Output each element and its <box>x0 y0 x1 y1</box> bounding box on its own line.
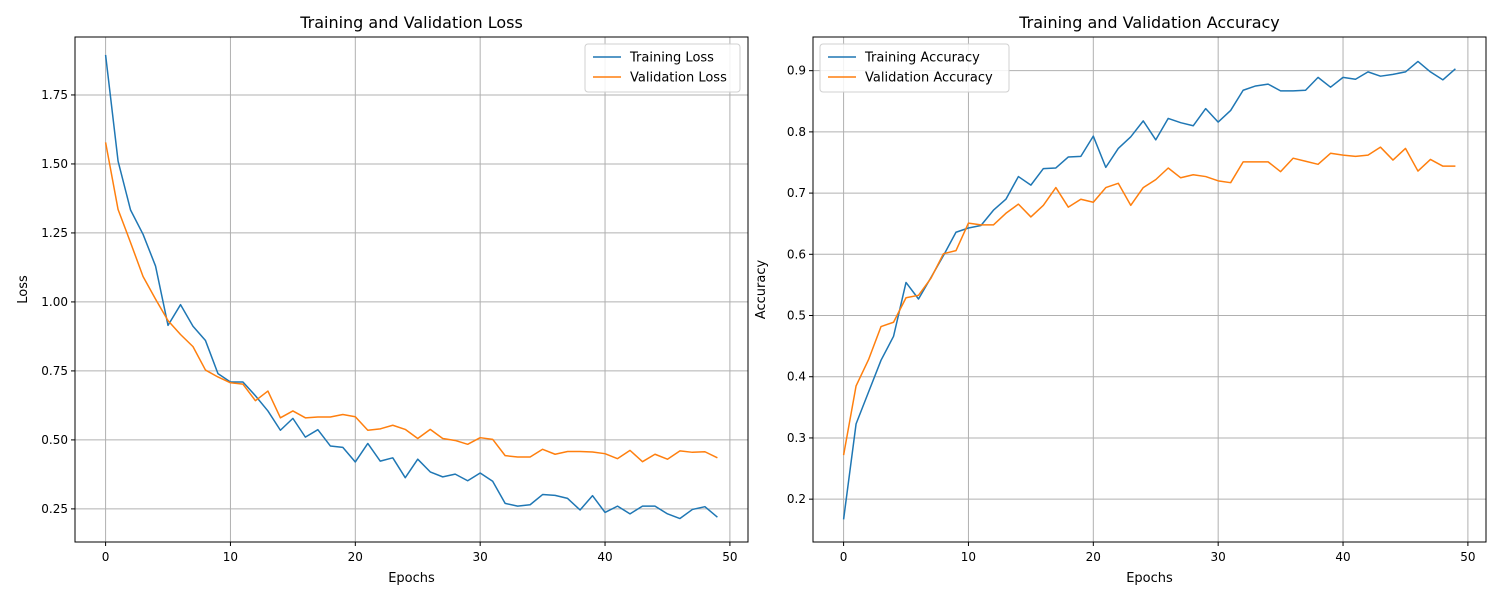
accuracy-chart-panel: 0 10 20 30 40 50 0.2 0.3 0.4 0.5 0.6 0.7 0.8 0.9 Train… <box>754 13 1487 586</box>
loss-x-axis-label: Epochs <box>388 571 435 586</box>
accuracy-y-tick-label: 0.6 <box>787 247 806 261</box>
loss-y-tick-label: 1.50 <box>41 157 68 171</box>
accuracy-x-tick-label: 10 <box>961 550 976 564</box>
accuracy-y-tick-label: 0.9 <box>787 64 806 78</box>
loss-legend-label: Validation Loss <box>630 71 727 86</box>
accuracy-y-tick-label: 0.7 <box>787 186 806 200</box>
loss-chart-title: Training and Validation Loss <box>299 13 523 32</box>
accuracy-legend: Training Accuracy Validation Accuracy <box>819 43 1010 93</box>
accuracy-y-tick-label: 0.8 <box>787 125 806 139</box>
loss-y-tick-label: 0.25 <box>41 502 68 516</box>
accuracy-series-line-validation-accuracy <box>842 146 1456 456</box>
loss-y-tick-label: 1.75 <box>41 88 68 102</box>
loss-y-tick-label: 1.25 <box>41 226 68 240</box>
loss-x-tick-label: 10 <box>223 550 238 564</box>
accuracy-y-tick-label: 0.3 <box>787 431 806 445</box>
loss-y-axis-label: Loss <box>16 275 31 304</box>
loss-x-tick-label: 20 <box>348 550 363 564</box>
loss-legend-label: Training Loss <box>629 51 714 66</box>
loss-legend-box <box>584 43 741 93</box>
loss-x-tick-label: 0 <box>102 550 110 564</box>
loss-chart-panel: 0 10 20 30 40 50 0.25 0.50 0.75 1.00 1.25 1.50 1.75 T… <box>16 13 749 586</box>
accuracy-legend-label: Training Accuracy <box>864 51 980 66</box>
accuracy-legend-label: Validation Accuracy <box>865 71 993 86</box>
accuracy-x-tick-label: 0 <box>840 550 848 564</box>
accuracy-x-tick-label: 30 <box>1211 550 1226 564</box>
loss-plot-frame <box>74 36 749 543</box>
loss-legend: Training Loss Validation Loss <box>584 43 741 93</box>
accuracy-y-tick-label: 0.2 <box>787 492 806 506</box>
loss-y-tick-label: 0.50 <box>41 433 68 447</box>
accuracy-x-tick-label: 20 <box>1086 550 1101 564</box>
accuracy-y-tick-label: 0.4 <box>787 370 806 384</box>
loss-y-tick-label: 0.75 <box>41 364 68 378</box>
accuracy-y-tick-label: 0.5 <box>787 309 806 323</box>
accuracy-x-axis-label: Epochs <box>1126 571 1173 586</box>
accuracy-x-tick-label: 50 <box>1460 550 1475 564</box>
loss-series-line-validation-loss <box>104 142 718 463</box>
accuracy-series-line-training-accuracy <box>842 60 1456 520</box>
accuracy-y-axis-label: Accuracy <box>754 260 769 320</box>
loss-series-line-training-loss <box>104 54 718 520</box>
accuracy-chart-title: Training and Validation Accuracy <box>1018 13 1280 32</box>
loss-x-tick-label: 40 <box>597 550 612 564</box>
accuracy-legend-box <box>819 43 1010 93</box>
loss-x-tick-label: 30 <box>473 550 488 564</box>
loss-x-tick-label: 50 <box>722 550 737 564</box>
loss-y-tick-label: 1.00 <box>41 295 68 309</box>
accuracy-plot-frame <box>812 36 1487 543</box>
accuracy-x-tick-label: 40 <box>1335 550 1350 564</box>
